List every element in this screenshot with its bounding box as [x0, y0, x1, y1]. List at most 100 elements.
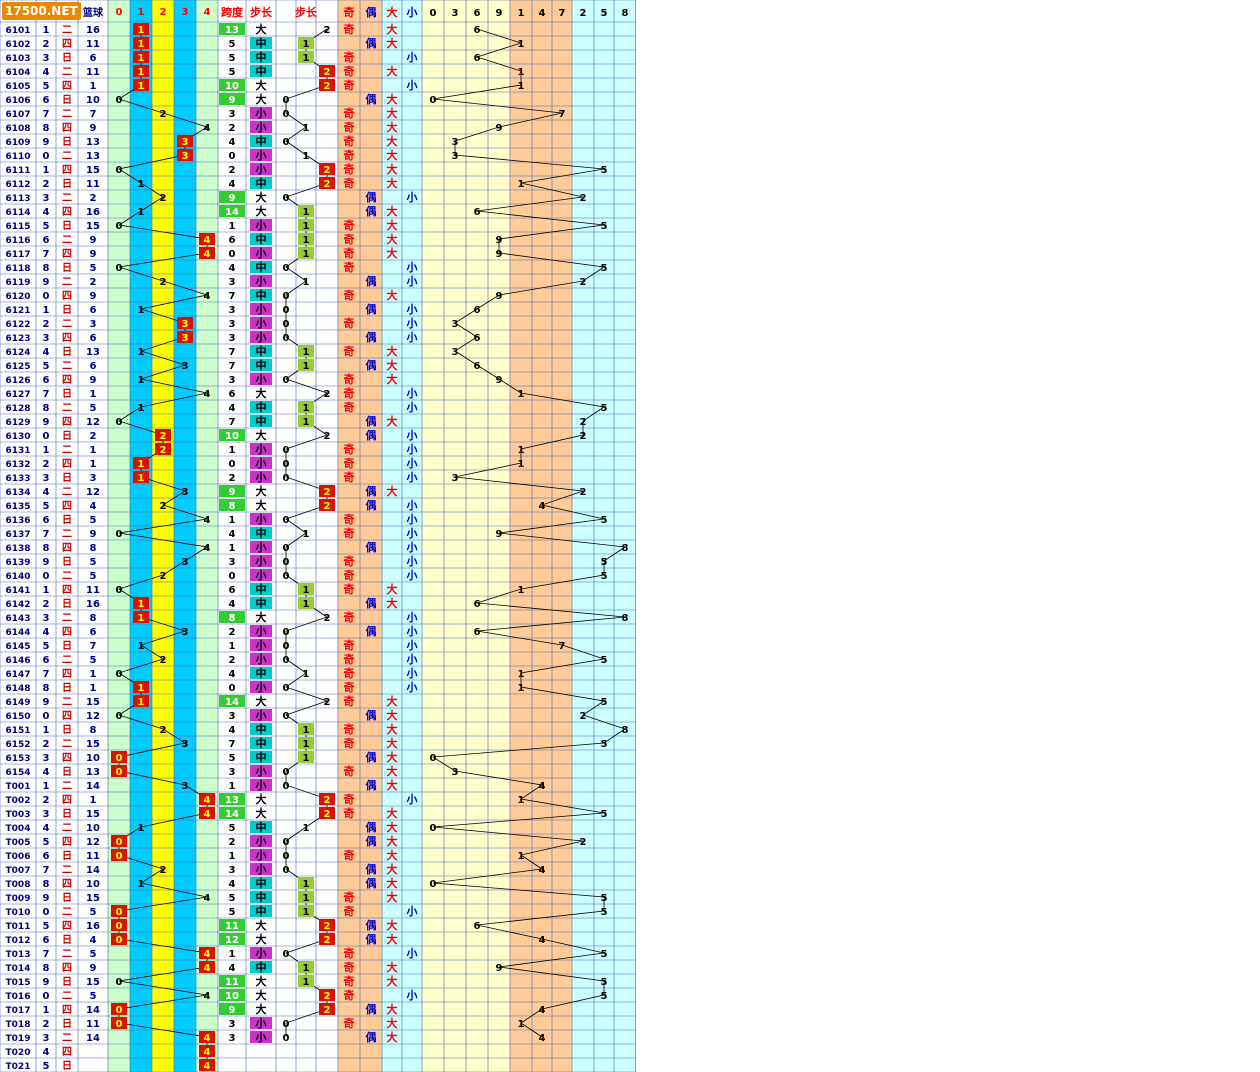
mod5-value: 1 — [138, 599, 145, 610]
row-weekday: 日 — [62, 976, 72, 988]
row-digit: 0 — [43, 907, 50, 918]
header-big: 大 — [387, 5, 398, 19]
mod5-value: 0 — [116, 935, 123, 946]
span-value: 4 — [229, 179, 236, 190]
mod5-hit-cell — [111, 1003, 127, 1015]
mod5-value: 4 — [204, 1061, 211, 1072]
span-cell — [219, 765, 245, 777]
parity-mark: 奇 — [344, 1016, 355, 1030]
span-class-cell — [250, 723, 272, 735]
span-cell — [219, 219, 245, 231]
parity-mark: 奇 — [344, 176, 355, 190]
size-mark: 大 — [387, 344, 398, 358]
step-value: 2 — [324, 697, 331, 708]
size-mark: 大 — [387, 778, 398, 792]
row-digit: 0 — [43, 151, 50, 162]
row-issue: 6147 — [5, 670, 30, 680]
digit-value: 6 — [474, 53, 481, 64]
header-basketball: 篮球 — [82, 6, 104, 19]
span-class-cell — [250, 667, 272, 679]
row-weekday: 二 — [62, 696, 72, 708]
row-basketball: 11 — [86, 39, 100, 50]
row-basketball: 5 — [90, 515, 97, 526]
span-class-value: 大 — [256, 78, 267, 92]
row-basketball: 3 — [90, 473, 97, 484]
digit-value: 7 — [559, 109, 566, 120]
row-weekday: 二 — [62, 66, 72, 78]
span-value: 5 — [229, 53, 236, 64]
span-cell — [219, 779, 245, 791]
span-class-cell — [250, 121, 272, 133]
span-class-value: 小 — [255, 568, 267, 582]
row-weekday: 四 — [62, 374, 72, 386]
step-value: 0 — [283, 375, 290, 386]
span-class-cell — [250, 527, 272, 539]
size-mark: 大 — [387, 932, 398, 946]
row-issue: 6101 — [5, 26, 30, 36]
step-value: 0 — [283, 515, 290, 526]
row-basketball: 11 — [86, 67, 100, 78]
mod5-hit-cell — [155, 443, 171, 455]
span-value: 4 — [229, 963, 236, 974]
span-class-cell — [250, 569, 272, 581]
size-mark: 小 — [406, 78, 418, 92]
mod5-value: 1 — [138, 613, 145, 624]
span-value: 5 — [229, 753, 236, 764]
parity-mark: 奇 — [344, 680, 355, 694]
mod5-value: 1 — [138, 641, 145, 652]
row-weekday: 日 — [62, 52, 72, 64]
row-basketball: 2 — [90, 277, 97, 288]
span-value: 5 — [229, 907, 236, 918]
span-value: 7 — [229, 347, 236, 358]
span-class-cell — [250, 989, 272, 1001]
row-basketball: 9 — [90, 529, 97, 540]
row-weekday: 日 — [62, 808, 72, 820]
mod5-value: 0 — [116, 767, 123, 778]
span-class-cell — [250, 275, 272, 287]
size-mark: 小 — [406, 386, 418, 400]
mod5-hit-cell — [199, 1031, 215, 1043]
span-cell — [219, 331, 245, 343]
span-value: 6 — [229, 389, 236, 400]
span-class-value: 大 — [256, 1002, 267, 1016]
row-basketball: 3 — [90, 319, 97, 330]
row-issue: T007 — [6, 866, 31, 876]
step-value: 1 — [303, 39, 310, 50]
span-class-value: 小 — [255, 330, 267, 344]
span-class-cell — [250, 835, 272, 847]
row-basketball: 14 — [86, 1033, 100, 1044]
digit-value: 3 — [452, 767, 459, 778]
size-mark: 小 — [406, 638, 418, 652]
row-basketball: 5 — [90, 403, 97, 414]
step-value: 1 — [303, 879, 310, 890]
step-value: 0 — [283, 781, 290, 792]
parity-mark: 奇 — [344, 792, 355, 806]
span-class-cell — [250, 65, 272, 77]
mod5-value: 1 — [138, 25, 145, 36]
row-weekday: 四 — [62, 542, 72, 554]
span-cell — [219, 597, 245, 609]
digit-value: 1 — [518, 1019, 525, 1030]
span-value: 0 — [229, 683, 236, 694]
row-weekday: 四 — [62, 290, 72, 302]
span-class-cell — [250, 891, 272, 903]
parity-mark: 奇 — [344, 764, 355, 778]
step-value: 0 — [283, 263, 290, 274]
size-mark: 小 — [406, 456, 418, 470]
span-value: 3 — [229, 557, 236, 568]
mod5-value: 2 — [160, 655, 167, 666]
span-class-cell — [250, 149, 272, 161]
size-mark: 大 — [387, 764, 398, 778]
row-weekday: 日 — [62, 472, 72, 484]
span-class-value: 中 — [256, 722, 267, 736]
trend-chart: 篮球 0 1 2 3 4 跨度 步长 步长奇偶大小 0 3 6 9 1 4 7 2 5 86101 1 二 166102 2… — [0, 0, 636, 1072]
span-cell — [219, 401, 245, 413]
column-bg — [316, 0, 338, 1072]
span-class-cell — [250, 1003, 272, 1015]
column-bg — [296, 0, 316, 1072]
size-mark: 小 — [406, 470, 418, 484]
size-mark: 大 — [387, 92, 398, 106]
mod5-hit-cell — [199, 947, 215, 959]
span-class-cell — [250, 583, 272, 595]
row-digit: 9 — [43, 417, 50, 428]
